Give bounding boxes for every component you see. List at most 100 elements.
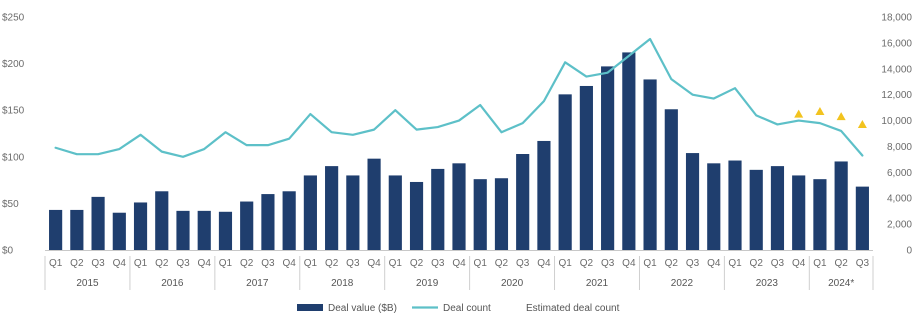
quarter-label: Q4	[622, 258, 636, 269]
deal-value-bar	[388, 175, 402, 250]
quarter-label: Q1	[558, 258, 572, 269]
legend: Deal value ($B) Deal count Estimated dea…	[297, 303, 620, 314]
quarter-label: Q4	[792, 258, 806, 269]
deal-value-bar	[707, 163, 721, 250]
right-tick-label: 16,000	[881, 38, 912, 49]
quarter-label: Q2	[240, 258, 254, 269]
deal-value-bar	[749, 169, 763, 250]
deal-value-bar	[622, 52, 636, 250]
quarter-label: Q1	[643, 258, 657, 269]
right-tick-label: 10,000	[881, 116, 912, 127]
quarter-label: Q4	[282, 258, 296, 269]
year-label: 2021	[586, 278, 609, 289]
right-tick-label: 18,000	[881, 13, 912, 24]
year-dividers	[44, 256, 874, 290]
quarter-label: Q4	[452, 258, 466, 269]
right-tick-label: 14,000	[881, 64, 912, 75]
deal-value-bar	[346, 175, 360, 250]
year-label: 2016	[161, 278, 184, 289]
quarter-label: Q3	[601, 258, 615, 269]
deal-value-bar	[770, 166, 785, 250]
year-label: 2020	[501, 278, 524, 289]
left-axis: $0 $50 $100 $150 $200 $250	[2, 13, 25, 257]
deal-value-bar	[516, 154, 530, 250]
quarter-label: Q4	[707, 258, 721, 269]
quarter-label: Q3	[346, 258, 360, 269]
deal-value-bar	[282, 191, 296, 250]
deal-value-bar	[218, 211, 233, 250]
quarter-label: Q1	[728, 258, 742, 269]
deal-value-bar	[367, 158, 381, 250]
deal-value-bar	[452, 163, 466, 250]
deal-value-bar	[601, 66, 615, 250]
quarter-label: Q2	[155, 258, 169, 269]
estimated-count-marker	[794, 109, 804, 118]
quarter-label: Q2	[495, 258, 509, 269]
quarter-label: Q2	[580, 258, 594, 269]
quarter-label: Q2	[750, 258, 764, 269]
right-tick-label: 8,000	[887, 142, 912, 153]
legend-deal-value: Deal value ($B)	[328, 303, 397, 314]
deal-value-bar	[133, 202, 148, 250]
deal-value-bar	[643, 79, 657, 250]
year-label: 2018	[331, 278, 354, 289]
quarter-label: Q1	[813, 258, 827, 269]
deal-value-bar	[728, 160, 742, 250]
deal-value-bar	[70, 209, 84, 250]
deal-value-bar	[855, 186, 869, 250]
right-tick-label: 6,000	[887, 168, 912, 179]
quarter-label: Q4	[367, 258, 381, 269]
year-label: 2024*	[828, 278, 854, 289]
deal-value-bar	[91, 196, 105, 250]
deal-value-bar	[49, 209, 63, 250]
quarter-label: Q2	[410, 258, 424, 269]
right-axis: 0 2,000 4,000 6,000 8,000 10,000 12,000 14,000 1…	[881, 13, 912, 257]
deal-value-bar	[112, 212, 126, 250]
quarter-label: Q3	[176, 258, 190, 269]
quarter-label: Q2	[70, 258, 84, 269]
quarter-label: Q1	[474, 258, 488, 269]
year-label: 2017	[246, 278, 269, 289]
deal-value-bar	[664, 109, 678, 250]
right-tick-label: 12,000	[881, 90, 912, 101]
legend-estimated-deal-count: Estimated deal count	[526, 303, 620, 314]
left-tick-label: $100	[2, 152, 25, 163]
deal-value-bar	[685, 153, 700, 250]
deal-value-bar	[261, 194, 275, 250]
deal-value-bar	[325, 166, 339, 250]
right-tick-label: 2,000	[887, 220, 912, 231]
right-tick-label: 4,000	[887, 194, 912, 205]
quarter-label: Q4	[198, 258, 212, 269]
year-label: 2015	[76, 278, 99, 289]
year-label: 2023	[756, 278, 779, 289]
estimated-count-marker	[836, 112, 846, 121]
quarter-label: Q3	[771, 258, 785, 269]
quarter-label: Q3	[686, 258, 700, 269]
left-tick-label: $50	[2, 199, 19, 210]
year-labels: 2015 2016 2017 2018 2019 2020 2021 2022 2023 2024…	[76, 278, 854, 289]
deal-value-bar	[176, 210, 190, 250]
deal-value-bar	[473, 179, 487, 250]
year-label: 2019	[416, 278, 439, 289]
left-tick-label: $200	[2, 59, 25, 70]
deal-value-bar	[579, 85, 593, 250]
quarter-label: Q2	[834, 258, 848, 269]
deal-value-bar	[240, 201, 254, 250]
left-tick-label: $250	[2, 13, 25, 24]
left-tick-label: $0	[2, 246, 14, 257]
quarter-labels: Q1 Q2 Q3 Q4 Q1 Q2 Q3 Q4 Q1 Q2 Q3 Q4 Q1 Q2 Q3 Q4 Q1 Q2 Q3 Q4…	[49, 258, 870, 269]
legend-deal-count: Deal count	[443, 303, 491, 314]
estimated-count-marker	[815, 106, 825, 115]
deal-value-bar	[155, 191, 169, 250]
quarter-label: Q4	[537, 258, 551, 269]
year-label: 2022	[671, 278, 694, 289]
deal-value-bar	[537, 140, 551, 250]
deal-value-bar	[197, 210, 211, 250]
estimated-count-marker	[857, 119, 867, 128]
legend-bar-swatch	[297, 304, 323, 311]
deal-value-bar	[792, 175, 806, 250]
quarter-label: Q3	[261, 258, 275, 269]
quarter-label: Q3	[431, 258, 445, 269]
quarter-label: Q2	[325, 258, 339, 269]
